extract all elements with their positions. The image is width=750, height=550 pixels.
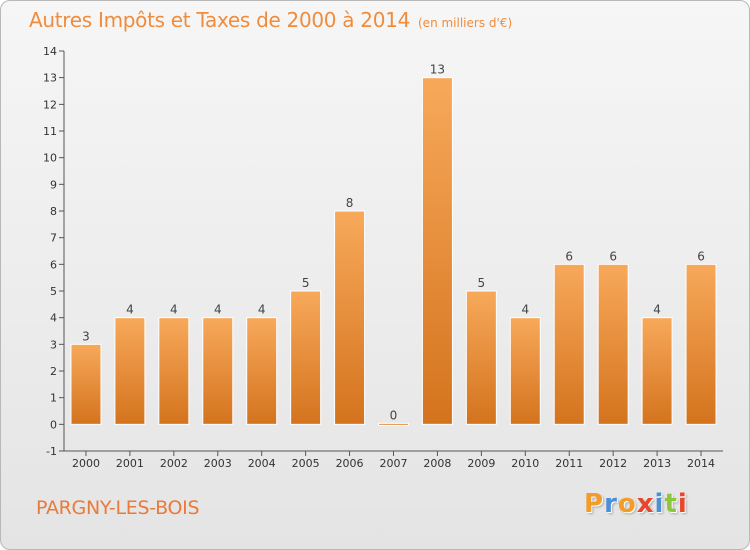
logo-letter: r xyxy=(604,489,618,519)
y-tick-label: 10 xyxy=(43,152,57,165)
x-tick-label: 2007 xyxy=(380,457,408,470)
bar xyxy=(553,263,585,425)
x-tick-label: 2001 xyxy=(116,457,144,470)
chart-title-block: Autres Impôts et Taxes de 2000 à 2014 (en… xyxy=(29,8,512,32)
data-label: 4 xyxy=(170,303,178,317)
data-label: 6 xyxy=(697,249,705,263)
y-tick-label: 13 xyxy=(43,72,57,85)
logo-letter: P xyxy=(584,489,605,519)
x-tick-label: 2006 xyxy=(336,457,364,470)
bar xyxy=(641,317,673,425)
location-name: PARGNY-LES-BOIS xyxy=(36,497,200,519)
x-tick-label: 2011 xyxy=(555,457,583,470)
data-label: 6 xyxy=(565,249,573,263)
bar xyxy=(202,317,234,425)
data-label: 5 xyxy=(478,276,486,290)
logo-letter: t xyxy=(664,489,678,519)
proxiti-logo[interactable]: Proxiti xyxy=(584,489,688,519)
y-tick-label: 0 xyxy=(50,418,57,431)
x-tick-label: 2010 xyxy=(511,457,539,470)
bar xyxy=(509,317,541,425)
y-tick-label: 2 xyxy=(50,365,57,378)
x-tick-label: 2005 xyxy=(292,457,320,470)
bar xyxy=(70,343,102,425)
y-tick-label: 12 xyxy=(43,98,57,111)
data-label: 3 xyxy=(82,329,90,343)
x-tick-label: 2009 xyxy=(467,457,495,470)
bar xyxy=(114,317,146,425)
y-tick-label: 6 xyxy=(50,258,57,271)
bar xyxy=(378,422,409,426)
x-tick-label: 2013 xyxy=(643,457,671,470)
y-tick-label: 1 xyxy=(50,392,57,405)
logo-letter: x xyxy=(636,489,655,519)
x-tick-label: 2004 xyxy=(248,457,276,470)
bar xyxy=(290,290,322,425)
data-label: 4 xyxy=(258,303,266,317)
bar xyxy=(597,263,629,425)
y-tick-label: 14 xyxy=(43,45,57,58)
data-label: 5 xyxy=(302,276,310,290)
y-tick-label: 5 xyxy=(50,285,57,298)
bar xyxy=(465,290,497,425)
logo-letter: o xyxy=(617,489,637,519)
data-label: 4 xyxy=(653,303,661,317)
y-tick-label: 7 xyxy=(50,232,57,245)
chart-title: Autres Impôts et Taxes de 2000 à 2014 xyxy=(29,8,410,32)
logo-letter: i xyxy=(654,489,665,519)
logo-letter: i xyxy=(677,489,688,519)
y-tick-label: 9 xyxy=(50,178,57,191)
x-tick-label: 2000 xyxy=(72,457,100,470)
data-label: 8 xyxy=(346,196,354,210)
data-label: 4 xyxy=(521,303,529,317)
chart-subtitle: (en milliers d'€) xyxy=(418,16,513,30)
y-tick-label: 11 xyxy=(43,125,57,138)
x-tick-label: 2002 xyxy=(160,457,188,470)
x-tick-label: 2003 xyxy=(204,457,232,470)
x-tick-label: 2008 xyxy=(423,457,451,470)
data-label: 6 xyxy=(609,249,617,263)
y-tick-label: -1 xyxy=(46,445,57,458)
y-tick-label: 4 xyxy=(50,312,57,325)
x-tick-label: 2012 xyxy=(599,457,627,470)
x-tick-label: 2014 xyxy=(687,457,715,470)
bar xyxy=(246,317,278,425)
bar xyxy=(158,317,190,425)
bar xyxy=(421,77,453,425)
bar xyxy=(334,210,366,425)
data-label: 13 xyxy=(430,63,445,77)
bar xyxy=(685,263,717,425)
data-label: 0 xyxy=(390,408,398,422)
data-label: 4 xyxy=(214,303,222,317)
y-tick-label: 8 xyxy=(50,205,57,218)
y-tick-label: 3 xyxy=(50,338,57,351)
data-label: 4 xyxy=(126,303,134,317)
